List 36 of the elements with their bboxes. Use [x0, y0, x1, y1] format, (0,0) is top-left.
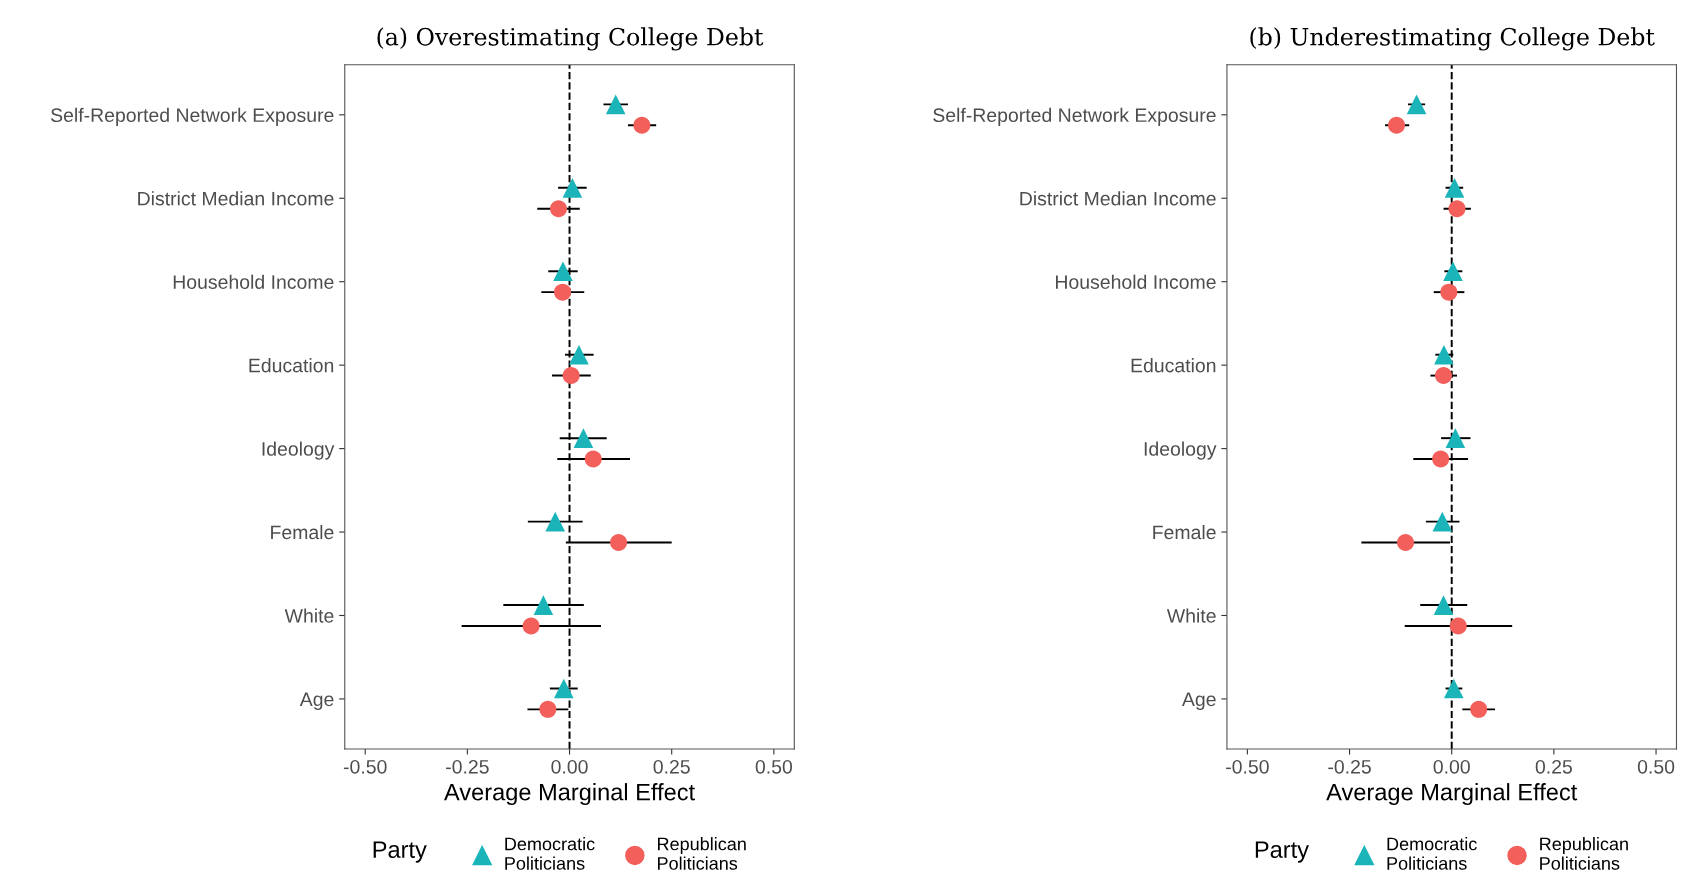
- y-tick-label: Education: [1131, 358, 1216, 373]
- x-tick-label: -0.25: [1328, 759, 1371, 774]
- y-tick-label: Household Income: [1055, 274, 1216, 289]
- y-tick-label: District Median Income: [1020, 191, 1216, 206]
- x-tick-label: -0.50: [343, 759, 387, 774]
- legend-label: Republican Politicians: [1540, 837, 1628, 870]
- x-tick-label: -0.25: [446, 759, 489, 774]
- y-tick-label: White: [284, 608, 334, 623]
- chart-title: (b) Underestimating College Debt: [1250, 27, 1655, 51]
- y-tick-label: Age: [1181, 692, 1216, 711]
- legend-label: Democratic Politicians: [1387, 837, 1477, 870]
- legend-label: Democratic Politicians: [505, 837, 595, 870]
- legend-label: Republican Politicians: [658, 837, 746, 870]
- x-tick-label: 0.25: [653, 759, 690, 774]
- y-tick-label: Age: [299, 692, 334, 711]
- y-tick-label: Female: [1153, 525, 1216, 540]
- y-tick-label: Self-Reported Network Exposure: [51, 107, 334, 126]
- x-tick-label: 0.00: [551, 759, 588, 774]
- x-tick-label: 0.50: [1637, 759, 1675, 774]
- y-tick-label: Ideology: [1144, 441, 1217, 460]
- chart-title: (a) Overestimating College Debt: [377, 27, 764, 51]
- y-tick-label: White: [1166, 608, 1216, 623]
- x-axis-title: Average Marginal Effect: [444, 783, 695, 806]
- y-tick-label: Female: [271, 525, 334, 540]
- x-tick-label: 0.50: [755, 759, 793, 774]
- legend-title: Party: [1255, 841, 1309, 863]
- y-tick-label: District Median Income: [138, 191, 334, 206]
- y-tick-label: Ideology: [262, 441, 335, 460]
- y-tick-label: Self-Reported Network Exposure: [933, 107, 1216, 126]
- x-tick-label: 0.00: [1433, 759, 1470, 774]
- y-tick-label: Household Income: [173, 274, 334, 289]
- y-tick-label: Education: [249, 358, 334, 373]
- x-tick-label: -0.50: [1226, 759, 1269, 774]
- x-axis-title: Average Marginal Effect: [1326, 783, 1578, 806]
- x-tick-label: 0.25: [1535, 759, 1572, 774]
- legend-title: Party: [373, 841, 427, 863]
